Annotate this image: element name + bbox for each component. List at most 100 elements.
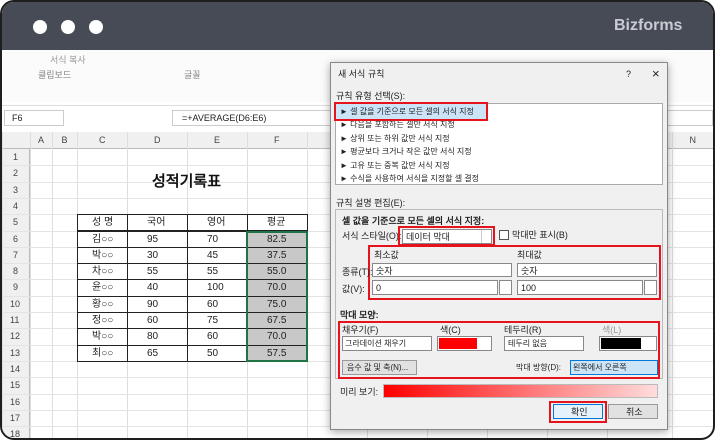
grid-line: [713, 132, 714, 438]
rule-type[interactable]: ► 수식을 사용하여 서식을 지정할 셀 결정: [340, 174, 480, 183]
button[interactable]: [342, 360, 417, 375]
dropdown-text: 데이터 막대: [406, 232, 450, 242]
dropdown[interactable]: [372, 263, 512, 277]
row-header: 1: [13, 152, 19, 162]
label: 색(L): [602, 325, 622, 335]
label: 규칙 설명 편집(E):: [336, 198, 406, 208]
input[interactable]: [517, 280, 643, 295]
button[interactable]: [553, 404, 603, 419]
column-header: N: [689, 135, 697, 145]
brand: Bizforms: [614, 17, 683, 34]
button[interactable]: [608, 404, 658, 419]
header-bar: [2, 2, 713, 50]
table-header-text: 영어: [207, 217, 226, 229]
row-header: 5: [13, 217, 19, 228]
highlight: [338, 321, 660, 379]
dropdown[interactable]: [342, 336, 432, 351]
dropdown-arrow: [481, 230, 491, 243]
column-header: F: [274, 135, 280, 145]
dropdown-text: 그라데이션 채우기: [345, 339, 407, 348]
highlight: [334, 102, 488, 121]
table-cell-text: 황○○: [92, 298, 114, 310]
row-header: 15: [10, 380, 21, 391]
table-cell-text: 67.5: [267, 315, 287, 326]
column-header: B: [61, 135, 68, 145]
button-text: 음수 값 및 축(N)...: [347, 363, 409, 372]
row-header: 16: [10, 396, 21, 407]
window-dot: [33, 20, 47, 34]
rule-type[interactable]: ► 고유 또는 중복 값만 서식 지정: [340, 160, 450, 170]
rule-type[interactable]: ► 다음을 포함하는 셀만 서식 지정: [340, 120, 455, 130]
highlight: [549, 401, 607, 423]
table-cell-text: 박○○: [92, 331, 114, 343]
checkbox[interactable]: [499, 230, 509, 240]
table-cell-text: 70.0: [267, 282, 287, 294]
rule-type[interactable]: ► 평균보다 크거나 작은 값만 서식 지정: [340, 147, 472, 157]
highlight: [398, 226, 495, 246]
picker-button[interactable]: [499, 280, 512, 295]
grid-line: [30, 132, 31, 438]
label: 채우기(F): [342, 325, 379, 335]
input[interactable]: [372, 280, 498, 295]
row-header: 18: [10, 429, 21, 440]
label: 규칙 유형 선택(S):: [336, 91, 406, 101]
table-cell-text: 김○○: [92, 233, 114, 245]
ribbon-group: 클립보드: [38, 70, 72, 80]
table-cell-text: 90: [147, 298, 159, 310]
formula-icon: [107, 112, 117, 124]
row-header: 4: [13, 200, 19, 211]
grid-line: [2, 132, 3, 438]
color-swatch: [601, 338, 641, 349]
preview-bar: [383, 384, 658, 398]
table-cell-text: 75: [207, 315, 219, 326]
rule-selected: [336, 104, 486, 119]
label: 테두리(R): [504, 325, 542, 335]
row-header: 7: [13, 249, 19, 260]
table-cell-text: 박○○: [92, 249, 114, 261]
picker-button[interactable]: [644, 280, 657, 295]
row-header: 8: [13, 266, 19, 277]
dropdown[interactable]: [402, 229, 492, 244]
table-cell-text: 55: [147, 266, 159, 278]
column-header: C: [99, 135, 106, 145]
formula-text: =+AVERAGE(D6:E6): [182, 113, 267, 123]
row-header: 10: [10, 298, 21, 309]
name-box-text: F6: [12, 113, 23, 123]
row-header: 3: [13, 184, 19, 195]
sheet-title: 성적기록표: [152, 173, 222, 190]
label: 서식 스타일(O):: [342, 231, 402, 241]
label: 종류(T):: [342, 267, 373, 277]
table-cell-text: 75.0: [267, 298, 287, 310]
label: 최소값: [374, 250, 399, 260]
ribbon-group: 글꼴: [184, 70, 201, 80]
button-text: 취소: [626, 407, 643, 417]
close-button[interactable]: ×: [652, 66, 660, 81]
table-cell-text: 윤○○: [92, 282, 114, 294]
name-box: [4, 110, 64, 126]
table-cell-text: 65: [147, 347, 159, 359]
rule-type[interactable]: ► 상위 또는 하위 값만 서식 지정: [340, 133, 450, 143]
table-cell-text: 70: [207, 233, 219, 245]
dropdown[interactable]: [517, 263, 657, 277]
dialog-title: 새 서식 규칙: [338, 69, 385, 79]
dropdown[interactable]: [504, 336, 584, 351]
highlight: [368, 245, 661, 300]
table-cell-text: 55.0: [267, 266, 287, 278]
grid-line: [672, 132, 673, 438]
table-cell-text: 95: [147, 233, 159, 245]
dropdown-text: 테두리 없음: [508, 339, 548, 348]
row-header: 2: [13, 168, 19, 179]
button-text: 확인: [571, 407, 588, 417]
table-cell-text: 100: [207, 282, 224, 294]
help-button[interactable]: ?: [626, 69, 632, 79]
ribbon-button: 서식 복사: [50, 55, 86, 65]
dropdown-text: 숫자: [521, 266, 538, 276]
table-cell-text: 최○○: [92, 347, 114, 359]
dropdown[interactable]: [570, 360, 658, 375]
label: 미리 보기:: [340, 387, 379, 397]
grid-line: [52, 132, 53, 438]
selection: [246, 230, 308, 362]
rule-type[interactable]: ► 셀 값을 기준으로 모든 셀의 서식 지정: [340, 107, 474, 116]
table-header-text: 평균: [267, 217, 286, 229]
table-cell-text: 40: [147, 282, 159, 294]
